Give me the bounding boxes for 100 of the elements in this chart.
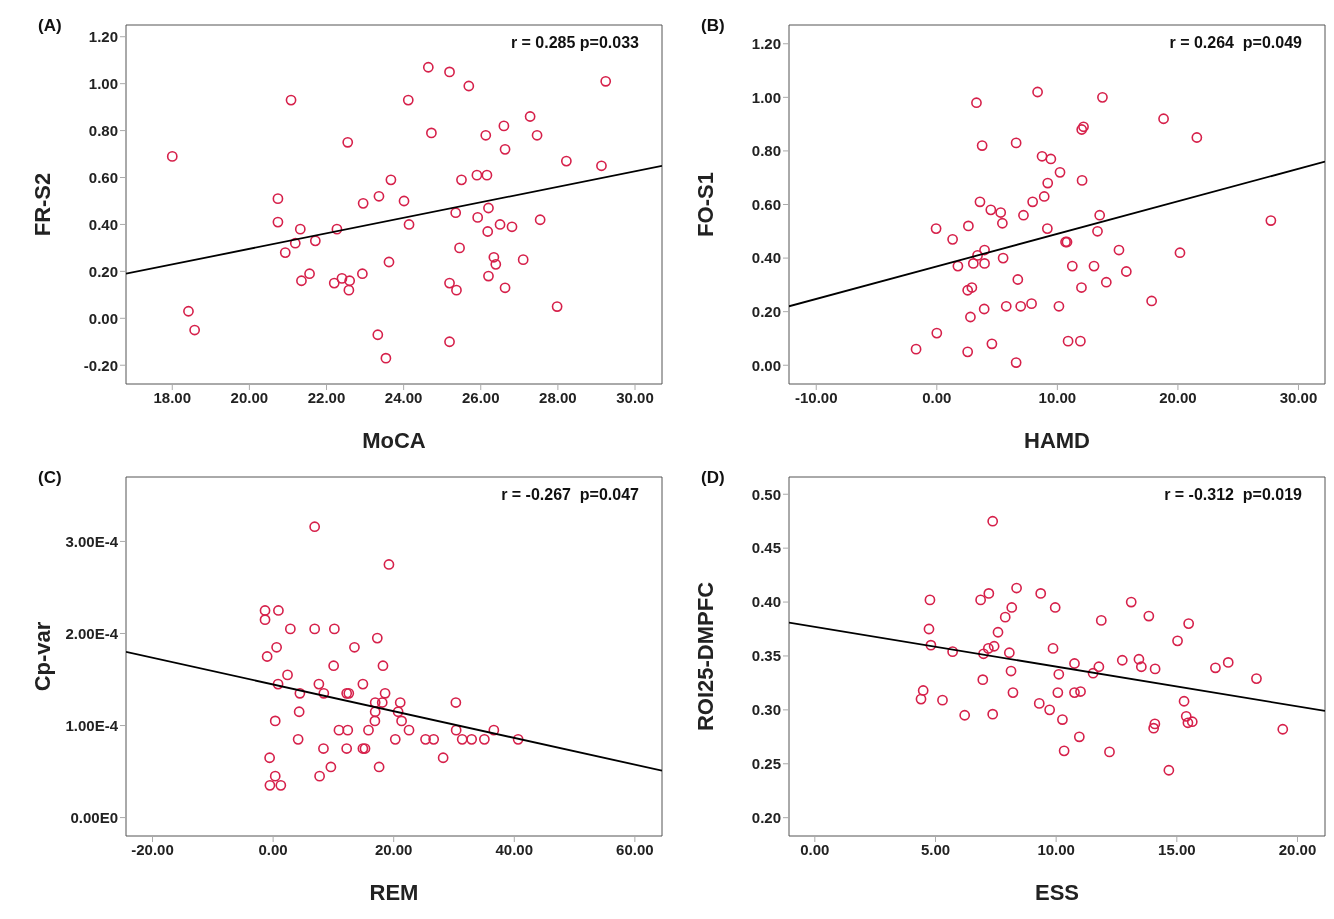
- point: [383, 559, 395, 570]
- point: [1186, 716, 1198, 728]
- point: [394, 697, 406, 708]
- point: [971, 97, 982, 109]
- point: [979, 258, 990, 269]
- point: [318, 743, 329, 754]
- point: [269, 770, 281, 782]
- point: [269, 715, 281, 727]
- point: [357, 678, 369, 690]
- y-tick-label: 0.20: [751, 302, 781, 320]
- point: [1265, 215, 1277, 226]
- annotation: r = -0.312 p=0.019: [1164, 486, 1302, 504]
- x-axis-title: HAMD: [1024, 428, 1090, 453]
- point: [1120, 266, 1132, 277]
- point: [987, 708, 999, 720]
- y-tick-label: 0.80: [88, 121, 118, 139]
- point: [517, 254, 529, 266]
- point: [363, 724, 374, 736]
- x-tick-label: 28.00: [539, 388, 577, 406]
- point: [377, 660, 389, 672]
- point: [978, 303, 990, 315]
- point: [259, 614, 271, 626]
- point: [1003, 647, 1015, 659]
- point: [1113, 244, 1125, 256]
- x-tick-label: 30.00: [616, 388, 654, 406]
- y-tick-label: 0.50: [751, 485, 781, 503]
- y-tick-label: 0.80: [751, 142, 781, 160]
- point: [1053, 668, 1065, 680]
- point: [979, 244, 990, 256]
- point: [341, 743, 353, 754]
- point: [1210, 662, 1221, 674]
- point: [977, 674, 989, 686]
- point: [524, 111, 536, 122]
- point: [1097, 91, 1108, 103]
- point: [999, 611, 1011, 623]
- point: [534, 214, 546, 226]
- point: [1011, 582, 1022, 594]
- point: [428, 733, 440, 745]
- point: [420, 733, 431, 745]
- point: [371, 632, 383, 644]
- y-tick-label: 0.45: [751, 539, 781, 557]
- point: [1174, 247, 1186, 259]
- point: [422, 61, 434, 73]
- point: [333, 724, 345, 736]
- point: [494, 219, 506, 230]
- point: [454, 242, 465, 254]
- point: [1049, 602, 1061, 613]
- point: [1125, 596, 1137, 608]
- y-tick-label: 0.00: [751, 356, 781, 374]
- point: [450, 697, 462, 708]
- point: [923, 623, 935, 635]
- point: [1027, 196, 1039, 208]
- point: [294, 687, 306, 699]
- point: [1052, 687, 1064, 699]
- point: [480, 129, 492, 141]
- point: [373, 761, 385, 773]
- point: [1116, 654, 1128, 666]
- y-tick-label: 1.20: [88, 28, 118, 46]
- x-tick-label: 0.00: [922, 388, 952, 406]
- point: [1044, 704, 1056, 716]
- y-tick-label: 0.20: [88, 262, 118, 280]
- point: [952, 260, 964, 272]
- point: [389, 733, 401, 745]
- point: [372, 329, 384, 341]
- point: [1069, 658, 1080, 669]
- point: [1182, 717, 1194, 729]
- point: [490, 258, 502, 270]
- point: [450, 724, 462, 736]
- point: [1015, 300, 1027, 312]
- point: [1222, 657, 1234, 668]
- y-tick-label: 1.00E-4: [65, 716, 119, 734]
- point: [985, 204, 997, 216]
- x-axis-title: MoCA: [362, 428, 426, 453]
- point: [380, 352, 392, 364]
- point: [596, 160, 607, 172]
- point: [318, 687, 330, 699]
- point: [560, 155, 572, 167]
- point: [313, 678, 325, 690]
- point: [1018, 209, 1029, 221]
- point: [996, 217, 1008, 229]
- point: [978, 648, 989, 660]
- point: [1033, 698, 1045, 709]
- point: [271, 641, 283, 653]
- point: [972, 250, 983, 261]
- point: [343, 284, 355, 296]
- point: [472, 212, 484, 223]
- point: [383, 256, 395, 268]
- point: [910, 343, 922, 355]
- annotation: r = 0.285 p=0.033: [510, 34, 639, 52]
- point: [369, 706, 381, 718]
- y-axis-title: FO-S1: [692, 172, 718, 237]
- point: [600, 75, 612, 87]
- point: [1172, 635, 1183, 647]
- point: [456, 733, 468, 745]
- x-tick-label: 26.00: [461, 388, 500, 406]
- point: [1143, 610, 1155, 622]
- point: [962, 346, 974, 358]
- point: [1191, 132, 1203, 143]
- point: [264, 752, 276, 764]
- point: [349, 641, 360, 653]
